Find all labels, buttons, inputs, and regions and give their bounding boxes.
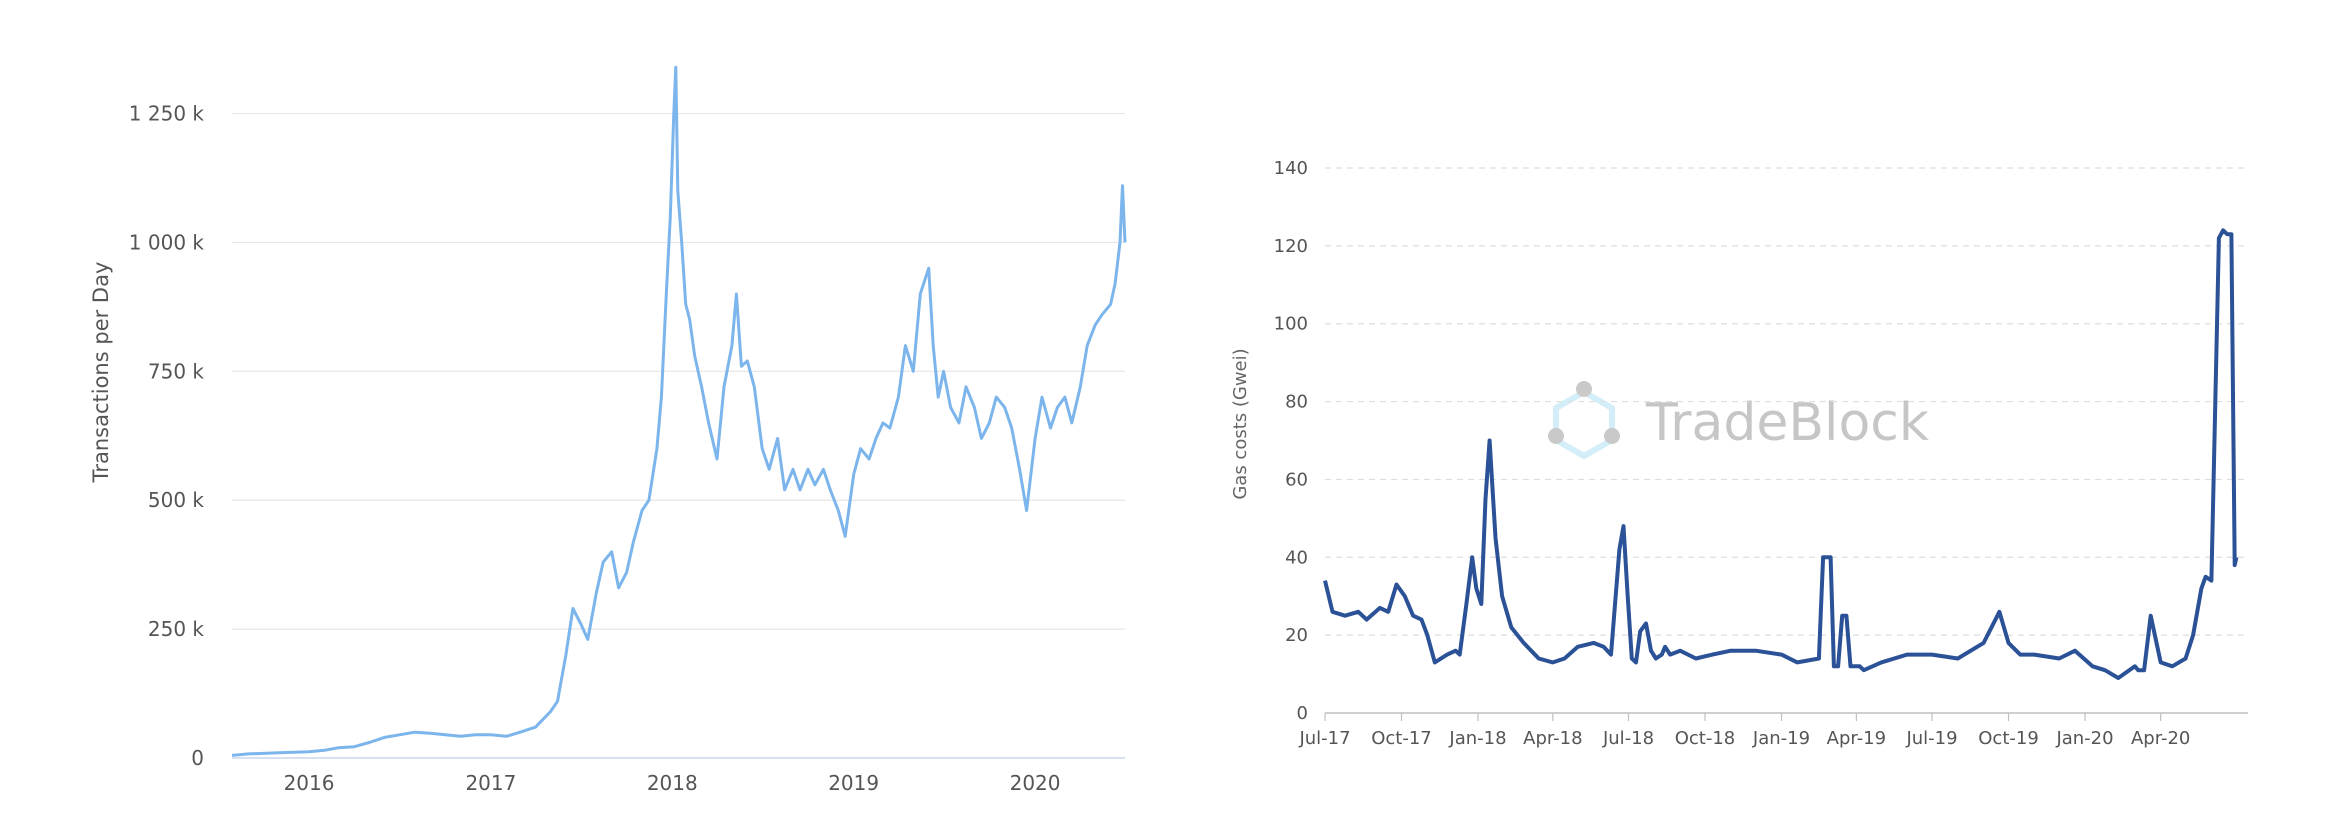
left-series-line bbox=[231, 65, 1127, 757]
right-y-axis-ticks: 0 20 40 60 80 100 120 140 bbox=[1274, 158, 1308, 724]
right-x-tick-label: Jul-17 bbox=[1298, 728, 1350, 749]
right-x-tick-label: Apr-20 bbox=[2131, 728, 2190, 749]
right-y-axis-title: Gas costs (Gwei) bbox=[1230, 348, 1251, 499]
right-y-tick-label: 140 bbox=[1274, 158, 1308, 179]
left-y-tick-label: 1 250 k bbox=[129, 102, 205, 126]
left-x-tick-label: 2020 bbox=[1010, 771, 1061, 795]
right-x-tick-label: Oct-19 bbox=[1978, 728, 2039, 749]
left-x-tick-label: 2017 bbox=[465, 771, 516, 795]
left-x-axis-ticks: 2016 2017 2018 2019 2020 bbox=[284, 771, 1061, 795]
tradeblock-hexagon-logo-icon bbox=[1548, 381, 1620, 460]
right-x-tick-label: Jan-19 bbox=[1752, 728, 1810, 749]
right-y-tick-label: 80 bbox=[1285, 392, 1308, 413]
right-y-tick-label: 120 bbox=[1274, 236, 1308, 257]
right-x-tick-label: Jul-19 bbox=[1905, 728, 1957, 749]
right-chart: 0 20 40 60 80 100 120 140 Jul-17 Oct-17 Jan-18 Apr… bbox=[1230, 158, 2248, 749]
right-series-line bbox=[1323, 228, 2239, 680]
watermark-text: TradeBlock bbox=[1645, 393, 1929, 453]
left-x-tick-label: 2018 bbox=[647, 771, 698, 795]
right-y-tick-label: 40 bbox=[1285, 547, 1308, 568]
left-y-tick-label: 500 k bbox=[148, 488, 205, 512]
right-y-tick-label: 0 bbox=[1297, 703, 1308, 724]
right-x-tick-label: Oct-17 bbox=[1371, 728, 1432, 749]
right-x-tick-label: Apr-19 bbox=[1827, 728, 1886, 749]
right-x-tick-label: Apr-18 bbox=[1523, 728, 1582, 749]
right-y-tick-label: 20 bbox=[1285, 625, 1308, 646]
left-x-tick-label: 2016 bbox=[284, 771, 335, 795]
right-x-tick-label: Jan-20 bbox=[2055, 728, 2113, 749]
left-y-tick-label: 1 000 k bbox=[129, 230, 205, 254]
left-y-tick-label: 250 k bbox=[148, 617, 205, 641]
right-x-tick-label: Jul-18 bbox=[1602, 728, 1654, 749]
tradeblock-watermark: TradeBlock bbox=[1548, 381, 1929, 460]
right-y-tick-label: 100 bbox=[1274, 314, 1308, 335]
right-y-tick-label: 60 bbox=[1285, 469, 1308, 490]
left-y-tick-label: 0 bbox=[191, 746, 204, 770]
right-x-tick-label: Jan-18 bbox=[1448, 728, 1506, 749]
left-y-axis-title: Transactions per Day bbox=[89, 262, 113, 484]
left-y-tick-label: 750 k bbox=[148, 359, 205, 383]
right-x-tick-label: Oct-18 bbox=[1675, 728, 1736, 749]
right-x-axis-ticks: Jul-17 Oct-17 Jan-18 Apr-18 Jul-18 Oct-18 Jan-… bbox=[1298, 713, 2190, 749]
left-gridlines bbox=[232, 112, 1125, 630]
left-y-axis-ticks: 0 250 k 500 k 750 k 1 000 k 1 250 k bbox=[129, 102, 205, 770]
left-x-tick-label: 2019 bbox=[828, 771, 879, 795]
